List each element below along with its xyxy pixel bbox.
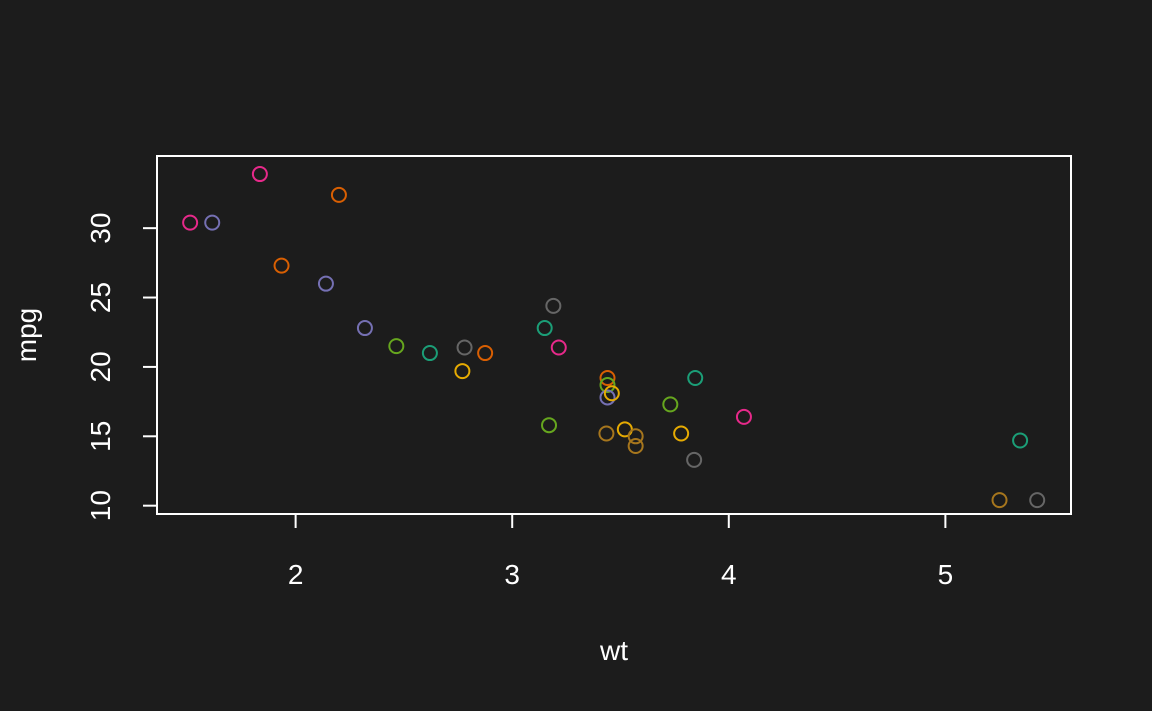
data-point [421, 345, 438, 362]
data-point [673, 425, 690, 442]
data-point [204, 214, 221, 231]
data-point [662, 396, 679, 413]
data-point [687, 370, 704, 387]
data-point [541, 417, 558, 434]
data-point [1012, 432, 1029, 449]
data-point [477, 345, 494, 362]
data-point [1029, 492, 1046, 509]
data-point [627, 428, 644, 445]
data-points [182, 166, 1046, 509]
x-tick-label: 3 [504, 559, 520, 590]
data-point [735, 408, 752, 425]
data-point [251, 166, 268, 183]
x-tick-label: 2 [288, 559, 304, 590]
data-point [627, 438, 644, 455]
data-point [182, 214, 199, 231]
y-tick-label: 30 [85, 213, 116, 244]
x-tick-label: 4 [721, 559, 737, 590]
plot-frame [156, 155, 1072, 515]
data-point [598, 425, 615, 442]
data-point [599, 389, 616, 406]
data-point [545, 297, 562, 314]
data-point [603, 385, 620, 402]
data-point [330, 186, 347, 203]
data-point [536, 320, 553, 337]
data-point [686, 451, 703, 468]
data-point [454, 363, 471, 380]
data-point [456, 339, 473, 356]
x-tick-label: 5 [938, 559, 954, 590]
y-tick-label: 20 [85, 351, 116, 382]
data-point [599, 370, 616, 387]
x-axis-label: wt [599, 635, 628, 666]
y-tick-label: 15 [85, 421, 116, 452]
data-point [273, 257, 290, 274]
data-point [550, 339, 567, 356]
y-tick-label: 25 [85, 282, 116, 313]
data-point [599, 376, 616, 393]
data-point [388, 338, 405, 355]
y-tick-label: 10 [85, 490, 116, 521]
y-axis-label: mpg [11, 308, 42, 362]
x-axis: 2 3 4 5 [288, 513, 954, 590]
data-point [356, 320, 373, 337]
data-point [317, 275, 334, 292]
y-axis: 10 15 20 25 30 [85, 213, 158, 521]
data-point [991, 492, 1008, 509]
